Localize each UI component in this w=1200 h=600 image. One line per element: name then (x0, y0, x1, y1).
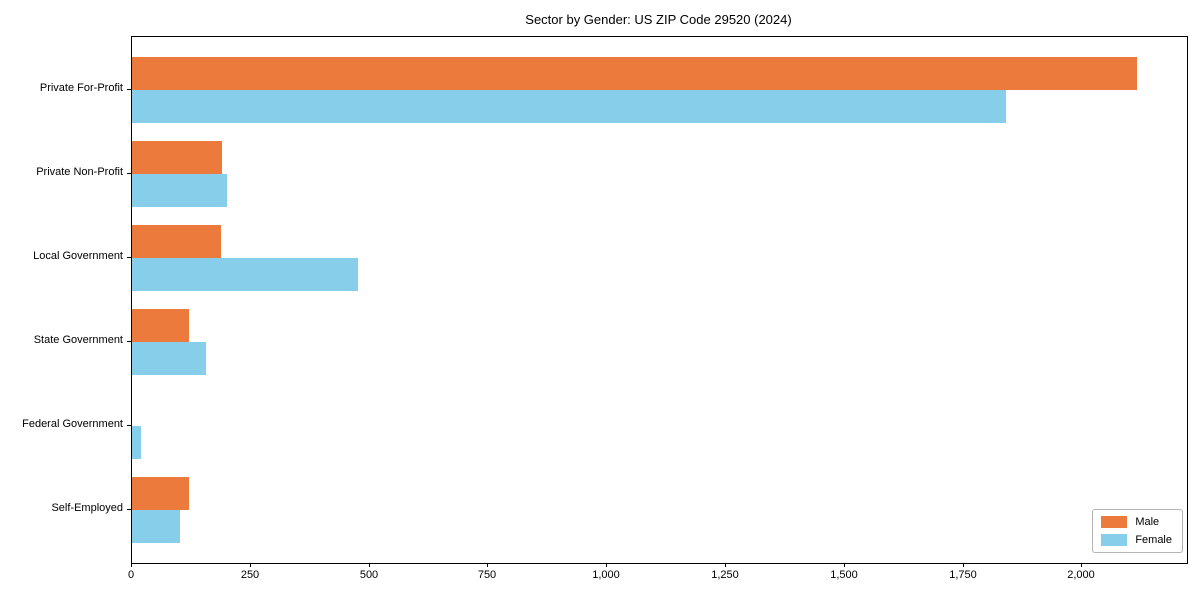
ytick-label-federal-government: Federal Government (22, 418, 123, 430)
xtick-mark-0 (131, 563, 132, 567)
legend-item-female: Female (1101, 534, 1172, 546)
xtick-label-1,000: 1,000 (592, 569, 620, 581)
ytick-label-private-non-profit: Private Non-Profit (36, 166, 123, 178)
xtick-label-1,250: 1,250 (711, 569, 739, 581)
xtick-label-1,750: 1,750 (949, 569, 977, 581)
legend-swatch-female (1101, 534, 1128, 546)
ytick-mark-self-employed (127, 509, 131, 510)
xtick-mark-1,000 (606, 563, 607, 567)
xtick-mark-1,750 (963, 563, 964, 567)
bar-male-local-government (132, 225, 221, 258)
ytick-label-state-government: State Government (33, 334, 123, 346)
bar-male-private-for-profit (132, 57, 1137, 90)
ytick-mark-state-government (127, 341, 131, 342)
legend-label-male: Male (1135, 516, 1160, 528)
bar-female-state-government (132, 342, 206, 375)
chart-title: Sector by Gender: US ZIP Code 29520 (202… (525, 12, 792, 27)
ytick-label-local-government: Local Government (33, 250, 123, 262)
xtick-mark-750 (487, 563, 488, 567)
ytick-mark-private-non-profit (127, 173, 131, 174)
legend-item-male: Male (1101, 516, 1172, 528)
xtick-mark-500 (369, 563, 370, 567)
xtick-mark-1,500 (844, 563, 845, 567)
bar-male-state-government (132, 309, 189, 342)
legend-label-female: Female (1135, 534, 1172, 546)
ytick-mark-private-for-profit (127, 89, 131, 90)
legend: Male Female (1092, 509, 1183, 553)
ytick-mark-federal-government (127, 425, 131, 426)
xtick-label-0: 0 (127, 569, 135, 581)
bar-female-private-for-profit (132, 90, 1006, 123)
bar-male-self-employed (132, 477, 189, 510)
bar-female-private-non-profit (132, 174, 227, 207)
xtick-mark-1,250 (725, 563, 726, 567)
bar-male-private-non-profit (132, 141, 222, 174)
xtick-mark-250 (250, 563, 251, 567)
plot-area: Male Female (131, 36, 1188, 564)
ytick-label-self-employed: Self-Employed (51, 502, 123, 514)
xtick-mark-2,000 (1081, 563, 1082, 567)
bar-female-self-employed (132, 510, 180, 543)
ytick-mark-local-government (127, 257, 131, 258)
legend-swatch-male (1101, 516, 1128, 528)
bar-female-federal-government (132, 426, 141, 459)
xtick-label-500: 500 (359, 569, 379, 581)
bar-female-local-government (132, 258, 358, 291)
ytick-label-private-for-profit: Private For-Profit (39, 82, 123, 94)
xtick-label-750: 750 (477, 569, 497, 581)
xtick-label-2,000: 2,000 (1067, 569, 1095, 581)
xtick-label-250: 250 (240, 569, 260, 581)
xtick-label-1,500: 1,500 (830, 569, 858, 581)
